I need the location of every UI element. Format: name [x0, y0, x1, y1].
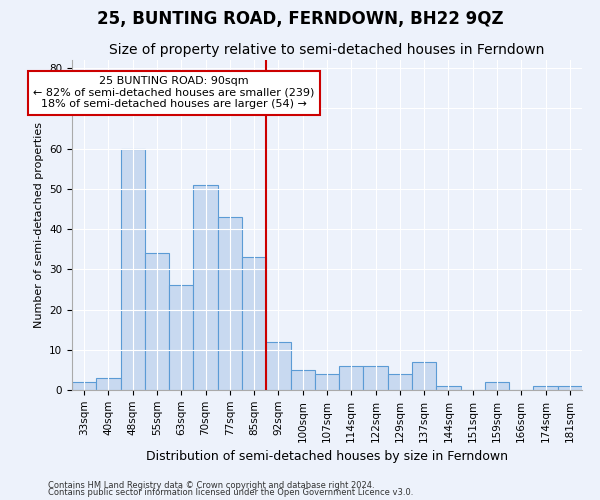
Bar [412, 362, 436, 390]
Text: 25 BUNTING ROAD: 90sqm
← 82% of semi-detached houses are smaller (239)
18% of se: 25 BUNTING ROAD: 90sqm ← 82% of semi-det… [34, 76, 314, 110]
Bar [364, 366, 388, 390]
Bar [218, 217, 242, 390]
Text: Contains public sector information licensed under the Open Government Licence v3: Contains public sector information licen… [48, 488, 413, 497]
Bar [193, 185, 218, 390]
Y-axis label: Number of semi-detached properties: Number of semi-detached properties [34, 122, 44, 328]
Bar [315, 374, 339, 390]
Bar [242, 257, 266, 390]
X-axis label: Distribution of semi-detached houses by size in Ferndown: Distribution of semi-detached houses by … [146, 450, 508, 463]
Bar [169, 286, 193, 390]
Text: Contains HM Land Registry data © Crown copyright and database right 2024.: Contains HM Land Registry data © Crown c… [48, 480, 374, 490]
Title: Size of property relative to semi-detached houses in Ferndown: Size of property relative to semi-detach… [109, 44, 545, 58]
Bar [96, 378, 121, 390]
Bar [388, 374, 412, 390]
Bar [72, 382, 96, 390]
Bar [145, 253, 169, 390]
Text: 25, BUNTING ROAD, FERNDOWN, BH22 9QZ: 25, BUNTING ROAD, FERNDOWN, BH22 9QZ [97, 10, 503, 28]
Bar [339, 366, 364, 390]
Bar [121, 148, 145, 390]
Bar [533, 386, 558, 390]
Bar [485, 382, 509, 390]
Bar [266, 342, 290, 390]
Bar [436, 386, 461, 390]
Bar [558, 386, 582, 390]
Bar [290, 370, 315, 390]
